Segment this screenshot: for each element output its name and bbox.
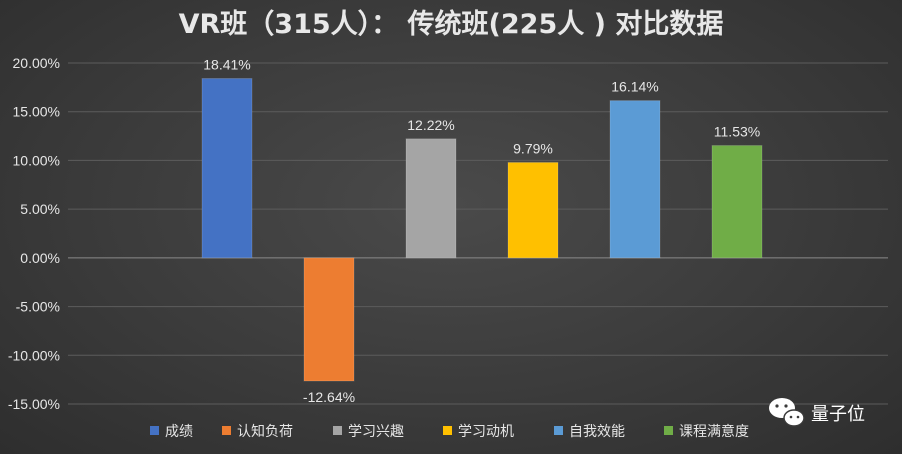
bar-5	[609, 100, 661, 259]
labels-layer: 18.41% -12.64% 12.22% 9.79% 16.14% 11.53%	[203, 56, 760, 405]
data-label: -12.64%	[303, 389, 355, 405]
legend-label: 自我效能	[569, 424, 625, 440]
legend-label: 课程满意度	[679, 423, 749, 440]
y-tick-label: 15.00%	[13, 104, 60, 120]
legend-swatch	[443, 426, 452, 435]
bar-4	[507, 161, 559, 259]
y-tick-label: 20.00%	[13, 55, 60, 71]
y-tick-label: 0.00%	[20, 250, 60, 266]
legend-label: 成绩	[165, 424, 193, 440]
legend-label: 学习动机	[458, 424, 514, 440]
bars-layer	[201, 77, 763, 382]
legend-swatch	[150, 426, 159, 435]
y-tick-label: -5.00%	[16, 299, 60, 315]
watermark-text: 量子位	[811, 404, 865, 425]
y-tick-label: 5.00%	[20, 201, 60, 217]
data-label: 18.41%	[203, 56, 250, 72]
chart-title: VR班（315人）： 传统班(225人 ) 对比数据	[179, 8, 724, 40]
y-tick-label: -15.00%	[8, 396, 60, 412]
legend-swatch	[333, 426, 342, 435]
data-label: 12.22%	[407, 117, 454, 133]
bar-1	[201, 77, 253, 259]
legend-label: 认知负荷	[237, 423, 293, 440]
data-label: 11.53%	[714, 124, 760, 140]
data-label: 16.14%	[611, 79, 658, 95]
y-tick-label: -10.00%	[8, 347, 60, 363]
bar-3	[405, 138, 457, 259]
legend-swatch	[554, 426, 563, 435]
y-tick-label: 10.00%	[13, 152, 60, 168]
bar-6	[711, 145, 763, 259]
legend-swatch	[222, 426, 231, 435]
wechat-icon	[769, 398, 805, 427]
watermark: 量子位	[769, 398, 865, 427]
legend: 成绩 认知负荷 学习兴趣 学习动机 自我效能 课程满意度	[150, 423, 749, 440]
data-label: 9.79%	[513, 140, 553, 156]
bar-2	[303, 257, 355, 382]
legend-label: 学习兴趣	[348, 424, 404, 440]
legend-swatch	[664, 426, 673, 435]
